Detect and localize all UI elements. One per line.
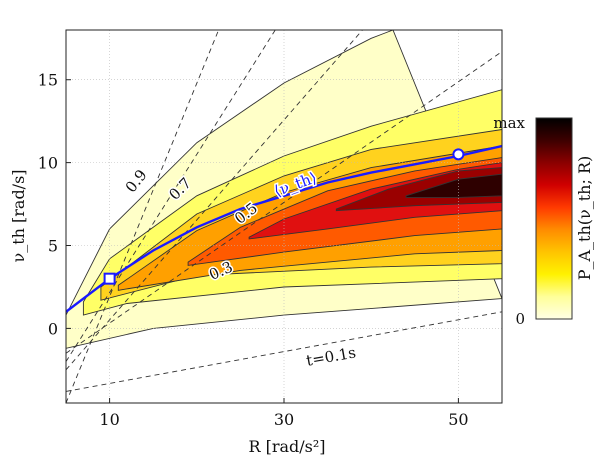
mean-series [66,144,502,313]
colorbar-label: P_A_th(ν_th; R) [575,156,594,281]
y-tick-label: 10 [38,154,58,173]
series-line-mean [66,144,502,313]
x-tick-label: 10 [99,410,119,429]
marker-square [103,272,116,285]
iso-time-line [66,30,276,362]
iso-time-line [66,311,502,392]
colorbar-max-label: max [493,114,525,132]
iso-time-line [66,51,502,354]
x-axis-ticks: 10 30 50 [99,398,469,429]
marker-circle [452,148,465,161]
x-tick-label: 30 [274,410,294,429]
y-axis-label: ν_th [rad/s] [9,169,28,262]
y-tick-label: 15 [38,71,58,90]
y-axis-ticks: 0 5 10 15 [38,71,71,338]
colorbar-bar [535,117,573,320]
plot-area: 0.9 0.70.50.3t=0.1s⟨ν_th⟩ [65,29,503,404]
y-tick-label: 0 [48,319,58,338]
markers [103,148,465,285]
x-tick-label: 50 [448,410,468,429]
x-axis-label: R [rad/s²] [248,437,325,456]
colorbar: max 0 P_A_th(ν_th; R) [493,114,594,328]
y-tick-label: 5 [48,237,58,256]
contour-band-8 [405,173,502,198]
colorbar-min-label: 0 [515,310,525,328]
iso-time-line [66,30,363,371]
contour-band-7 [335,167,502,212]
iso-time-lines [66,30,502,403]
